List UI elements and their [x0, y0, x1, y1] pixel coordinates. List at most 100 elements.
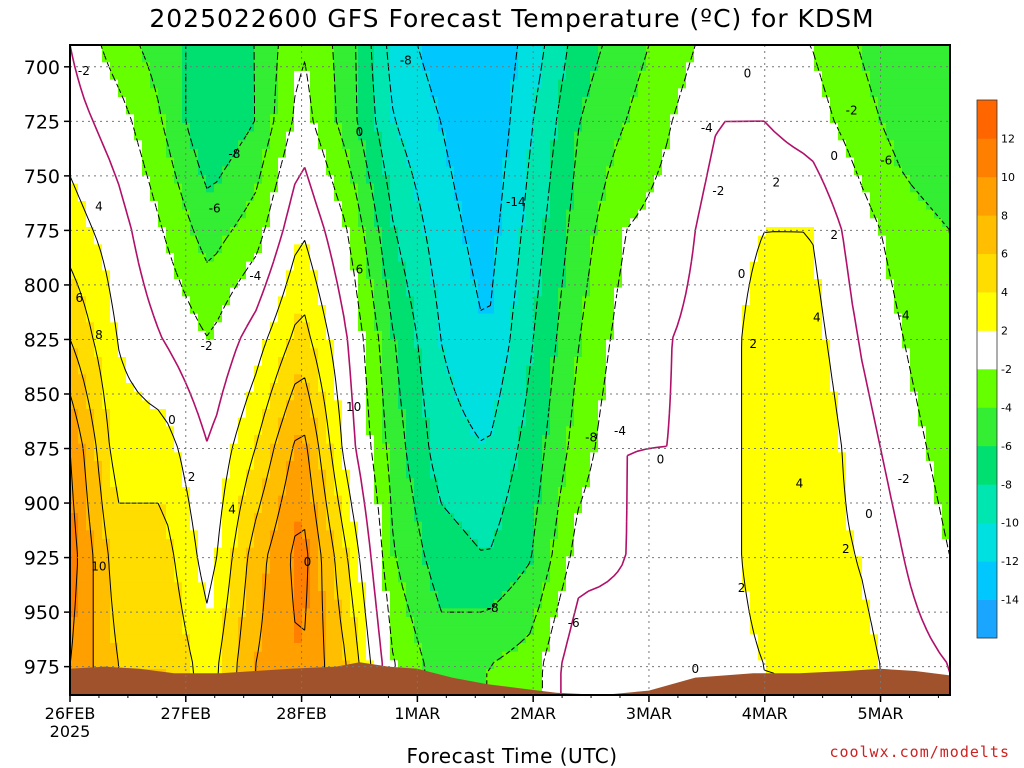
- temperature-cell: [438, 331, 447, 341]
- temperature-cell: [310, 365, 319, 375]
- temperature-cell: [462, 79, 471, 89]
- temperature-cell: [486, 461, 495, 471]
- temperature-cell: [550, 157, 559, 167]
- temperature-cell: [198, 651, 207, 661]
- temperature-cell: [486, 97, 495, 107]
- temperature-cell: [494, 209, 503, 219]
- temperature-cell: [158, 140, 167, 150]
- temperature-cell: [86, 235, 95, 245]
- temperature-cell: [558, 504, 567, 514]
- temperature-cell: [366, 530, 375, 540]
- temperature-cell: [358, 227, 367, 237]
- temperature-cell: [526, 183, 535, 193]
- temperature-cell: [262, 131, 271, 141]
- temperature-cell: [190, 339, 199, 349]
- temperature-cell: [390, 279, 399, 289]
- temperature-cell: [174, 374, 183, 384]
- temperature-cell: [230, 79, 239, 89]
- temperature-cell: [206, 339, 215, 349]
- temperature-cell: [526, 591, 535, 601]
- temperature-cell: [398, 651, 407, 661]
- temperature-cell: [566, 331, 575, 341]
- temperature-cell: [326, 504, 335, 514]
- temperature-cell: [214, 504, 223, 514]
- temperature-cell: [310, 435, 319, 445]
- temperature-cell: [598, 157, 607, 167]
- temperature-cell: [150, 478, 159, 488]
- temperature-cell: [430, 131, 439, 141]
- temperature-cell: [230, 235, 239, 245]
- temperature-cell: [486, 599, 495, 609]
- temperature-cell: [214, 339, 223, 349]
- temperature-cell: [302, 469, 311, 479]
- temperature-cell: [374, 201, 383, 211]
- temperature-cell: [510, 201, 519, 211]
- temperature-cell: [494, 218, 503, 228]
- temperature-cell: [182, 201, 191, 211]
- temperature-cell: [118, 209, 127, 219]
- temperature-cell: [254, 53, 263, 63]
- temperature-cell: [126, 383, 135, 393]
- temperature-cell: [134, 383, 143, 393]
- temperature-cell: [254, 105, 263, 115]
- temperature-cell: [398, 452, 407, 462]
- temperature-cell: [598, 218, 607, 228]
- temperature-cell: [382, 88, 391, 98]
- temperature-cell: [182, 383, 191, 393]
- temperature-cell: [590, 192, 599, 202]
- temperature-cell: [494, 331, 503, 341]
- temperature-cell: [198, 296, 207, 306]
- temperature-cell: [590, 591, 599, 601]
- temperature-cell: [470, 201, 479, 211]
- temperature-cell: [182, 305, 191, 315]
- temperature-cell: [478, 287, 487, 297]
- temperature-cell: [254, 478, 263, 488]
- temperature-cell: [182, 582, 191, 592]
- temperature-cell: [366, 513, 375, 523]
- temperature-cell: [118, 582, 127, 592]
- temperature-cell: [118, 279, 127, 289]
- temperature-cell: [238, 469, 247, 479]
- temperature-cell: [134, 573, 143, 583]
- temperature-cell: [390, 547, 399, 557]
- temperature-cell: [150, 573, 159, 583]
- temperature-cell: [430, 365, 439, 375]
- temperature-cell: [174, 348, 183, 358]
- temperature-cell: [238, 599, 247, 609]
- temperature-cell: [574, 608, 583, 618]
- temperature-cell: [366, 253, 375, 263]
- temperature-cell: [110, 582, 119, 592]
- temperature-cell: [454, 348, 463, 358]
- temperature-cell: [374, 660, 383, 670]
- temperature-cell: [262, 140, 271, 150]
- temperature-cell: [534, 383, 543, 393]
- temperature-cell: [494, 547, 503, 557]
- temperature-cell: [86, 391, 95, 401]
- temperature-cell: [518, 478, 527, 488]
- temperature-cell: [214, 183, 223, 193]
- temperature-cell: [198, 166, 207, 176]
- temperature-cell: [590, 651, 599, 661]
- temperature-cell: [70, 149, 79, 159]
- temperature-cell: [158, 383, 167, 393]
- temperature-cell: [598, 339, 607, 349]
- temperature-cell: [446, 513, 455, 523]
- temperature-cell: [142, 218, 151, 228]
- temperature-cell: [334, 201, 343, 211]
- temperature-cell: [598, 374, 607, 384]
- temperature-cell: [246, 244, 255, 254]
- temperature-cell: [262, 175, 271, 185]
- temperature-cell: [110, 478, 119, 488]
- temperature-cell: [126, 192, 135, 202]
- temperature-cell: [510, 305, 519, 315]
- temperature-cell: [510, 244, 519, 254]
- temperature-cell: [142, 617, 151, 627]
- temperature-cell: [86, 660, 95, 670]
- temperature-cell: [366, 426, 375, 436]
- temperature-cell: [550, 521, 559, 531]
- temperature-cell: [126, 140, 135, 150]
- temperature-cell: [326, 660, 335, 670]
- temperature-cell: [566, 409, 575, 419]
- temperature-cell: [142, 62, 151, 72]
- temperature-cell: [430, 45, 439, 55]
